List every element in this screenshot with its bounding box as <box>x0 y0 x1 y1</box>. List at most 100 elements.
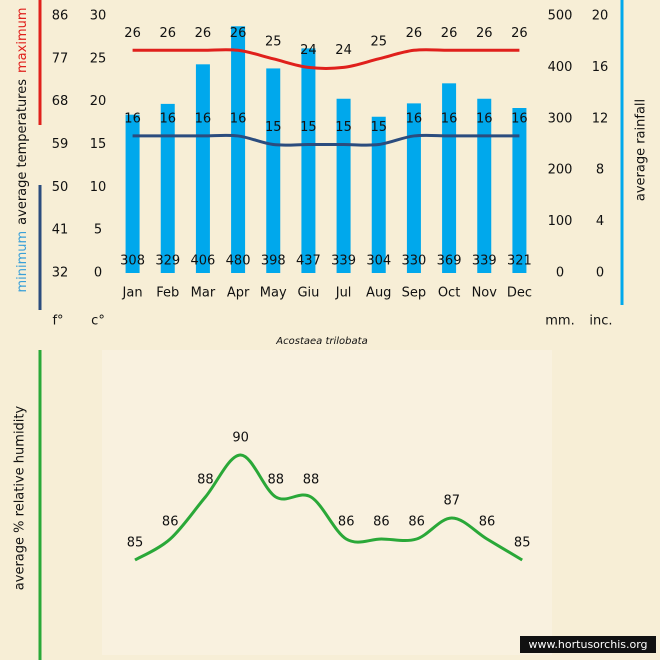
tick-label: 20 <box>90 94 107 109</box>
tick-label: 30 <box>90 9 107 24</box>
data-label: 86 <box>373 515 390 530</box>
bar <box>336 98 351 273</box>
data-label: 16 <box>124 111 141 126</box>
tick-label: 8 <box>596 163 604 178</box>
x-tick-label: Sep <box>402 286 427 301</box>
data-label: 16 <box>441 111 458 126</box>
data-label: 25 <box>265 34 282 49</box>
data-label: 398 <box>261 254 286 269</box>
data-label: 339 <box>472 254 497 269</box>
data-label: 15 <box>265 120 282 135</box>
data-label: 88 <box>197 473 214 488</box>
line <box>132 48 520 70</box>
legend-max: maximum <box>15 7 30 73</box>
data-label: 88 <box>303 473 320 488</box>
data-label: 369 <box>437 254 462 269</box>
data-label: 26 <box>476 26 493 41</box>
tick-label: 400 <box>548 60 573 75</box>
data-label: 15 <box>335 120 352 135</box>
tick-label: 59 <box>52 137 69 152</box>
data-label: 321 <box>507 254 532 269</box>
tick-label: 0 <box>94 266 102 281</box>
humidity-line <box>134 453 523 562</box>
x-tick-label: Dec <box>507 286 532 301</box>
watermark-bg <box>520 636 656 653</box>
data-label: 85 <box>127 536 144 551</box>
caption: Acostaea trilobata <box>275 336 367 347</box>
data-label: 24 <box>335 43 352 58</box>
humidity-y-label: average % relative humidity <box>13 405 28 590</box>
bar <box>266 68 281 273</box>
x-tick-label: Aug <box>366 286 391 301</box>
tick-label: 32 <box>52 266 69 281</box>
tick-label: 41 <box>52 223 69 238</box>
tick-label: 100 <box>548 214 573 229</box>
data-label: 26 <box>195 26 212 41</box>
tick-label: 200 <box>548 163 573 178</box>
bar <box>442 83 457 273</box>
data-label: 16 <box>159 111 176 126</box>
data-label: 86 <box>408 515 425 530</box>
data-label: 15 <box>300 120 317 135</box>
y-label: average temperatures <box>15 79 30 225</box>
data-label: 16 <box>476 111 493 126</box>
x-tick-label: May <box>260 286 287 301</box>
x-tick-label: Jan <box>122 286 143 301</box>
unit-in: inc. <box>589 314 612 329</box>
data-label: 88 <box>268 473 285 488</box>
data-label: 330 <box>402 254 427 269</box>
tick-label: 50 <box>52 180 69 195</box>
y2-axis-label: average rainfall <box>634 99 649 201</box>
data-label: 329 <box>155 254 180 269</box>
data-label: 87 <box>444 494 461 509</box>
bar <box>160 103 175 273</box>
data-label: 26 <box>511 26 528 41</box>
x-tick-label: Apr <box>227 286 250 301</box>
tick-label: 300 <box>548 111 573 126</box>
data-label: 308 <box>120 254 145 269</box>
watermark: www.hortusorchis.org <box>528 638 647 651</box>
data-label: 304 <box>366 254 391 269</box>
data-label: 26 <box>406 26 423 41</box>
bar <box>371 116 386 273</box>
tick-label: 25 <box>90 51 107 66</box>
x-tick-label: Giu <box>297 286 319 301</box>
tick-label: 0 <box>596 266 604 281</box>
data-label: 25 <box>370 34 387 49</box>
bar <box>477 98 492 273</box>
tick-label: 16 <box>592 60 609 75</box>
bar <box>512 108 527 273</box>
x-tick-label: Nov <box>472 286 498 301</box>
data-label: 339 <box>331 254 356 269</box>
x-tick-label: Feb <box>156 286 179 301</box>
data-label: 16 <box>230 111 247 126</box>
unit-f: f° <box>52 314 63 329</box>
bar <box>301 48 316 273</box>
tick-label: 15 <box>90 137 107 152</box>
tick-label: 68 <box>52 94 69 109</box>
data-label: 437 <box>296 254 321 269</box>
tick-label: 12 <box>592 111 609 126</box>
data-label: 85 <box>514 536 531 551</box>
tick-label: 10 <box>90 180 107 195</box>
bar <box>231 26 246 274</box>
data-label: 15 <box>370 120 387 135</box>
data-label: 26 <box>124 26 141 41</box>
data-label: 16 <box>195 111 212 126</box>
unit-mm: mm. <box>545 314 574 329</box>
tick-label: 20 <box>592 9 609 24</box>
tick-label: 0 <box>556 266 564 281</box>
data-label: 90 <box>232 431 249 446</box>
x-tick-label: Oct <box>438 286 460 301</box>
tick-label: 500 <box>548 9 573 24</box>
data-label: 86 <box>338 515 355 530</box>
tick-label: 5 <box>94 223 102 238</box>
tick-label: 86 <box>52 9 69 24</box>
data-label: 86 <box>162 515 179 530</box>
data-label: 26 <box>159 26 176 41</box>
bar <box>195 64 210 273</box>
data-label: 16 <box>511 111 528 126</box>
x-tick-label: Mar <box>191 286 216 301</box>
